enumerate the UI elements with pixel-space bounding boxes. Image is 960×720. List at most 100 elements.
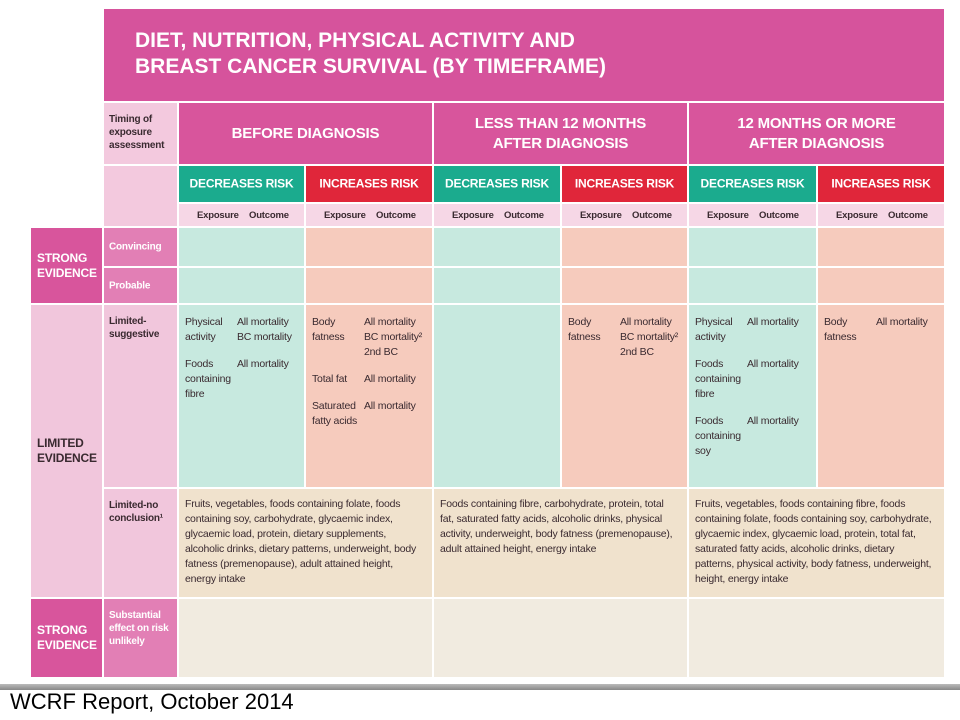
- data-cell: [561, 267, 688, 304]
- risk-label: INCREASES RISK: [574, 176, 675, 191]
- risk-header: DECREASES RISK: [688, 165, 817, 203]
- no-conclusion-cell: Fruits, vegetables, foods containing fib…: [688, 488, 945, 598]
- timing-label: Timing of exposure assessment: [109, 114, 165, 151]
- risk-header: DECREASES RISK: [433, 165, 561, 203]
- exposure: Foods containing fibre: [185, 358, 231, 400]
- timing-cell: Timing of exposure assessment: [103, 102, 178, 165]
- no-conclusion-text: Fruits, vegetables, foods containing fol…: [185, 498, 417, 585]
- row-label: Convincing: [109, 241, 162, 253]
- footer: WCRF Report, October 2014: [10, 689, 294, 714]
- exposure: Body fatness: [824, 316, 857, 343]
- evidence-group: STRONG EVIDENCE: [30, 598, 103, 678]
- subheader-label: Outcome: [759, 210, 799, 221]
- exposure: Total fat: [312, 373, 347, 385]
- data-cell: Body fatness All mortality BC mortality² 2n…: [305, 304, 433, 488]
- outcome: All mortality: [747, 358, 799, 370]
- subheader: Exposure Outcome: [178, 203, 305, 227]
- data-cell: Physical activity All mortality Foods cont…: [688, 304, 817, 488]
- row-label: Substantial effect on risk unlikely: [109, 610, 169, 647]
- evidence-label: LIMITED EVIDENCE: [37, 436, 97, 465]
- title-band: [103, 8, 945, 102]
- risk-header: INCREASES RISK: [305, 165, 433, 203]
- outcome: All mortality: [620, 316, 672, 328]
- row-label-cell: Probable: [103, 267, 178, 304]
- timeframe-label: LESS THAN 12 MONTHS AFTER DIAGNOSIS: [474, 114, 647, 152]
- subheader-label: Outcome: [888, 210, 928, 221]
- outcome: All mortality: [237, 358, 289, 370]
- subheader: Exposure Outcome: [305, 203, 433, 227]
- data-cell: [688, 227, 817, 267]
- data-cell: Body fatness All mortality: [817, 304, 945, 488]
- subheader-label: Exposure: [324, 210, 366, 221]
- timeframe-header: BEFORE DIAGNOSIS: [178, 102, 433, 165]
- blank-cell: [103, 165, 178, 227]
- footer-bar: [0, 684, 960, 690]
- outcome: All mortality: [364, 373, 416, 385]
- exposure: Foods containing soy: [695, 415, 741, 457]
- risk-header: DECREASES RISK: [178, 165, 305, 203]
- row-label-cell: Convincing: [103, 227, 178, 267]
- exposure: Body fatness: [312, 316, 345, 343]
- row-label-cell: Limited-suggestive: [103, 304, 178, 488]
- subheader: Exposure Outcome: [688, 203, 817, 227]
- subheader: Exposure Outcome: [817, 203, 945, 227]
- exposure: Physical activity: [185, 316, 223, 343]
- no-conclusion-text: Foods containing fibre, carbohydrate, pr…: [440, 498, 673, 555]
- outcome: All mortality: [364, 316, 416, 328]
- data-cell: Physical activity All mortality BC mortali…: [178, 304, 305, 488]
- outcome: BC mortality²: [620, 331, 679, 343]
- data-cell: [433, 267, 561, 304]
- risk-label: DECREASES RISK: [189, 176, 294, 191]
- subheader-label: Exposure: [707, 210, 749, 221]
- title: DIET, NUTRITION, PHYSICAL ACTIVITY AND B…: [135, 28, 606, 80]
- no-conclusion-cell: Foods containing fibre, carbohydrate, pr…: [433, 488, 688, 598]
- data-cell: [433, 227, 561, 267]
- data-cell: [305, 227, 433, 267]
- data-cell: [561, 227, 688, 267]
- outcome: BC mortality: [237, 331, 292, 343]
- risk-label: INCREASES RISK: [319, 176, 419, 191]
- subheader-label: Exposure: [197, 210, 239, 221]
- exposure: Foods containing fibre: [695, 358, 741, 400]
- data-cell: [178, 227, 305, 267]
- row-label: Limited-suggestive: [109, 316, 160, 340]
- no-conclusion-cell: Fruits, vegetables, foods containing fol…: [178, 488, 433, 598]
- data-cell: [688, 267, 817, 304]
- outcome: All mortality: [747, 415, 799, 427]
- outcome: BC mortality²: [364, 331, 423, 343]
- substantial-cell: [178, 598, 433, 678]
- outcome: 2nd BC: [620, 346, 654, 358]
- outcome: All mortality: [747, 316, 799, 328]
- timeframe-label: BEFORE DIAGNOSIS: [231, 124, 380, 142]
- risk-label: INCREASES RISK: [831, 176, 931, 191]
- subheader-label: Outcome: [504, 210, 544, 221]
- no-conclusion-text: Fruits, vegetables, foods containing fib…: [695, 498, 932, 585]
- title-line: DIET, NUTRITION, PHYSICAL ACTIVITY AND: [135, 29, 575, 52]
- substantial-cell: [688, 598, 945, 678]
- subheader-label: Exposure: [836, 210, 878, 221]
- risk-label: DECREASES RISK: [445, 176, 549, 191]
- evidence-group: STRONG EVIDENCE: [30, 227, 103, 304]
- exposure: Body fatness: [568, 316, 601, 343]
- risk-label: DECREASES RISK: [700, 176, 805, 191]
- exposure: Physical activity: [695, 316, 733, 343]
- row-label-cell: Substantial effect on risk unlikely: [103, 598, 178, 678]
- subheader-label: Outcome: [249, 210, 289, 221]
- data-cell: [817, 267, 945, 304]
- row-label: Probable: [109, 280, 151, 291]
- subheader: Exposure Outcome: [433, 203, 561, 227]
- subheader-label: Outcome: [376, 210, 416, 221]
- title-line: BREAST CANCER SURVIVAL (BY TIMEFRAME): [135, 55, 606, 78]
- outcome: All mortality: [876, 316, 928, 328]
- subheader: Exposure Outcome: [561, 203, 688, 227]
- exposure: Saturated fatty acids: [312, 400, 358, 427]
- timeframe-label: 12 MONTHS OR MORE AFTER DIAGNOSIS: [737, 114, 896, 152]
- evidence-group: LIMITED EVIDENCE: [30, 304, 103, 598]
- data-cell: [305, 267, 433, 304]
- evidence-label: STRONG EVIDENCE: [37, 623, 97, 652]
- subheader-label: Exposure: [452, 210, 494, 221]
- row-label-cell: Limited-no conclusion¹: [103, 488, 178, 598]
- row-label: Limited-no conclusion¹: [109, 500, 163, 524]
- data-cell: [817, 227, 945, 267]
